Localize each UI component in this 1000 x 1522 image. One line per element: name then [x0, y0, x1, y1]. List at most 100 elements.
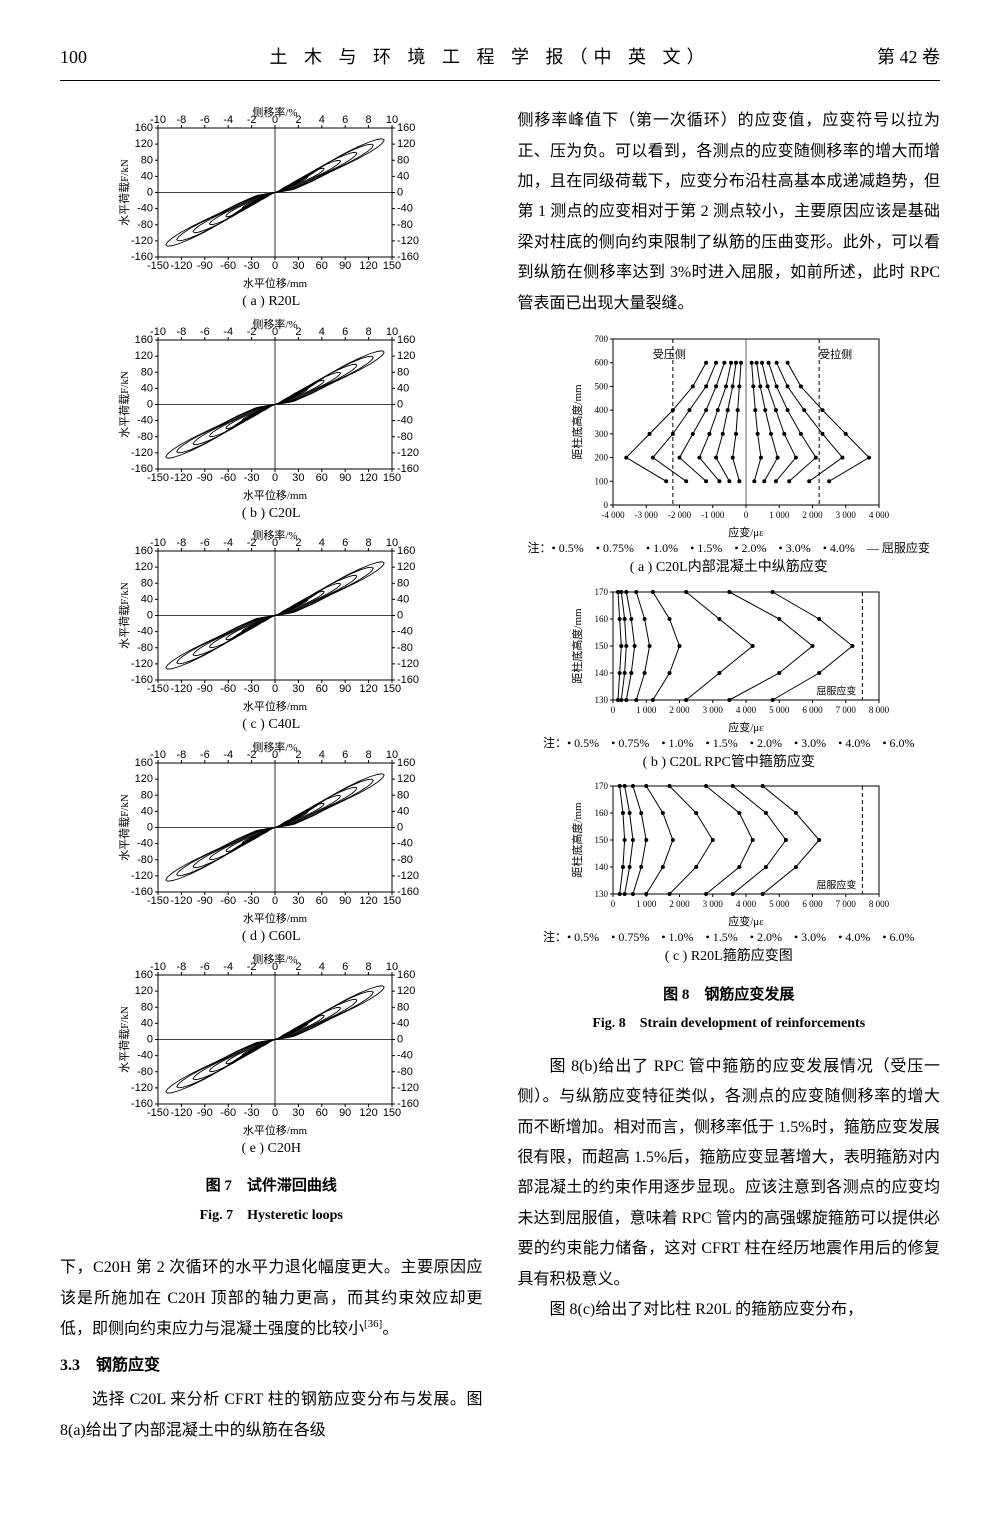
svg-text:140: 140 [594, 862, 608, 872]
svg-text:-4 000: -4 000 [601, 510, 625, 520]
svg-text:120: 120 [397, 562, 415, 574]
svg-text:-40: -40 [137, 414, 153, 426]
svg-text:0: 0 [397, 821, 403, 833]
svg-text:120: 120 [360, 683, 378, 695]
svg-text:0: 0 [147, 1033, 153, 1045]
svg-text:-4: -4 [224, 749, 234, 761]
svg-text:-30: -30 [244, 1107, 260, 1119]
svg-text:水平位移/mm: 水平位移/mm [243, 1123, 308, 1137]
svg-text:-40: -40 [397, 626, 413, 638]
svg-text:-80: -80 [397, 431, 413, 443]
svg-text:6 000: 6 000 [802, 899, 823, 909]
svg-text:0: 0 [147, 610, 153, 622]
svg-text:1 000: 1 000 [769, 510, 790, 520]
svg-text:-40: -40 [137, 626, 153, 638]
svg-text:80: 80 [141, 366, 153, 378]
svg-text:侧移率/%: 侧移率/% [253, 741, 298, 754]
svg-text:侧移率/%: 侧移率/% [253, 106, 298, 119]
svg-text:-120: -120 [171, 1107, 193, 1119]
svg-text:4: 4 [319, 326, 325, 338]
svg-text:8 000: 8 000 [869, 899, 889, 909]
svg-text:2 000: 2 000 [802, 510, 823, 520]
svg-text:-160: -160 [397, 674, 419, 686]
svg-text:0: 0 [744, 510, 749, 520]
svg-text:0: 0 [397, 1033, 403, 1045]
svg-text:-40: -40 [397, 203, 413, 215]
svg-text:-8: -8 [177, 961, 187, 973]
svg-text:8: 8 [366, 114, 372, 126]
svg-text:500: 500 [594, 381, 608, 391]
svg-text:80: 80 [141, 578, 153, 590]
svg-text:屈服应变: 屈服应变 [816, 879, 856, 892]
svg-text:-160: -160 [397, 463, 419, 475]
svg-text:-160: -160 [131, 886, 153, 898]
svg-text:6: 6 [342, 114, 348, 126]
svg-text:40: 40 [141, 171, 153, 183]
svg-text:170: 170 [594, 587, 608, 597]
svg-text:40: 40 [141, 805, 153, 817]
svg-text:-160: -160 [397, 251, 419, 263]
svg-text:160: 160 [397, 334, 415, 346]
svg-text:60: 60 [316, 895, 328, 907]
svg-text:-10: -10 [150, 537, 166, 549]
svg-text:120: 120 [135, 773, 153, 785]
svg-text:-120: -120 [131, 235, 153, 247]
fig8b-chart: 01 0002 0003 0004 0005 0006 0007 0008 00… [569, 584, 889, 734]
fig8c-chart: 01 0002 0003 0004 0005 0006 0007 0008 00… [569, 778, 889, 928]
svg-text:6: 6 [342, 537, 348, 549]
svg-text:90: 90 [339, 683, 351, 695]
svg-text:受拉侧: 受拉侧 [819, 347, 852, 361]
svg-text:-60: -60 [220, 1107, 236, 1119]
svg-text:7 000: 7 000 [835, 899, 856, 909]
svg-text:-80: -80 [137, 642, 153, 654]
svg-text:-160: -160 [131, 463, 153, 475]
svg-text:120: 120 [397, 138, 415, 150]
svg-text:8: 8 [366, 961, 372, 973]
hyst-b-label: ( b ) C20L [116, 501, 426, 528]
svg-text:距柱底高度/mm: 距柱底高度/mm [570, 607, 584, 683]
svg-text:侧移率/%: 侧移率/% [253, 953, 298, 966]
svg-text:水平位移/mm: 水平位移/mm [243, 488, 308, 502]
left-p1-end: 。 [382, 1320, 398, 1337]
svg-text:120: 120 [397, 350, 415, 362]
svg-text:1 000: 1 000 [636, 705, 657, 715]
svg-text:-120: -120 [171, 260, 193, 272]
svg-text:1 000: 1 000 [636, 899, 657, 909]
svg-text:0: 0 [611, 705, 616, 715]
fig8-caption-cn: 图 8 钢筋应变发展 [663, 981, 794, 1010]
svg-text:-40: -40 [397, 1049, 413, 1061]
svg-text:3 000: 3 000 [702, 705, 723, 715]
fig8a-chart: -4 000-3 000-2 000-1 00001 0002 0003 000… [569, 329, 889, 539]
svg-text:120: 120 [135, 138, 153, 150]
svg-text:-8: -8 [177, 537, 187, 549]
svg-text:80: 80 [141, 1001, 153, 1013]
svg-text:0: 0 [611, 899, 616, 909]
svg-text:3 000: 3 000 [702, 899, 723, 909]
svg-text:-80: -80 [397, 642, 413, 654]
svg-text:30: 30 [293, 260, 305, 272]
svg-text:10: 10 [386, 326, 398, 338]
svg-text:10: 10 [386, 114, 398, 126]
svg-text:7 000: 7 000 [835, 705, 856, 715]
fig7-container: -150-120-90-60-300306090120150-160-160-1… [60, 106, 483, 1243]
svg-text:8 000: 8 000 [869, 705, 889, 715]
svg-text:0: 0 [272, 895, 278, 907]
svg-text:100: 100 [594, 476, 608, 486]
svg-text:6: 6 [342, 961, 348, 973]
svg-text:90: 90 [339, 1107, 351, 1119]
svg-text:160: 160 [397, 545, 415, 557]
svg-text:-6: -6 [200, 537, 210, 549]
svg-text:10: 10 [386, 537, 398, 549]
svg-text:80: 80 [141, 789, 153, 801]
svg-text:0: 0 [603, 500, 608, 510]
svg-text:-6: -6 [200, 749, 210, 761]
svg-text:-120: -120 [131, 1081, 153, 1093]
svg-text:6 000: 6 000 [802, 705, 823, 715]
svg-text:90: 90 [339, 472, 351, 484]
svg-text:应变/με: 应变/με [728, 914, 764, 928]
svg-text:4 000: 4 000 [736, 899, 757, 909]
svg-text:-120: -120 [131, 658, 153, 670]
svg-text:水平位移/mm: 水平位移/mm [243, 276, 308, 290]
svg-text:-80: -80 [397, 219, 413, 231]
hyst-a: -150-120-90-60-300306090120150-160-160-1… [116, 106, 426, 291]
